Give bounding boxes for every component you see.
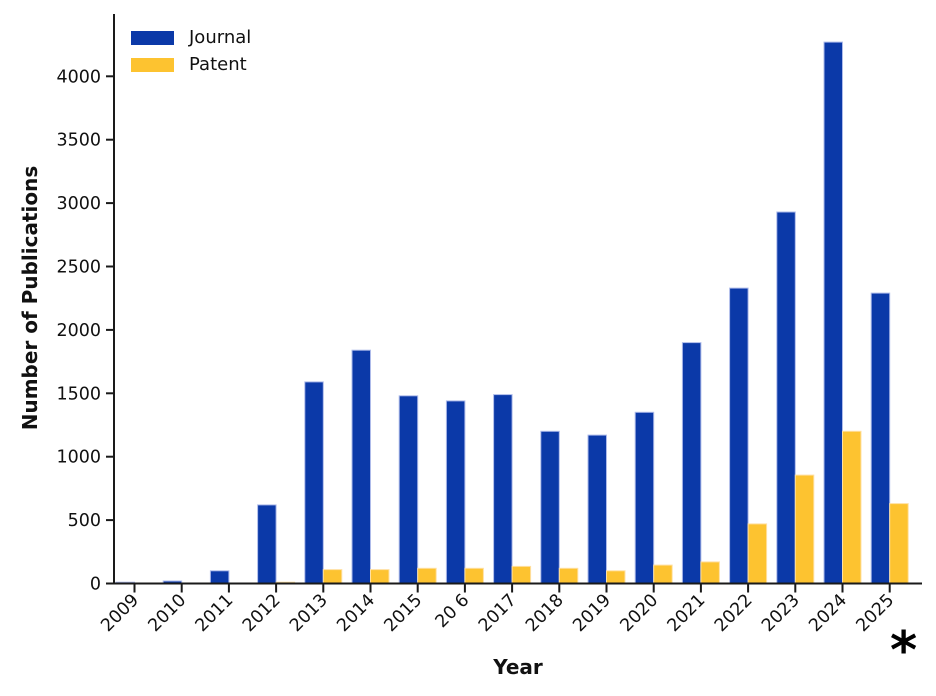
y-tick-label: 4000 [56,67,101,87]
bar-journal-2018 [540,430,560,584]
y-tick-label: 0 [90,575,101,595]
y-tick-label: 1000 [56,448,101,468]
legend-label-patent: Patent [189,54,247,75]
bar-patent-2021 [700,561,720,585]
x-tick-label: 2010 [145,590,191,636]
x-tick-label: 2023 [758,590,804,636]
legend-entry-patent: Patent [131,54,251,75]
bar-patent-2015 [417,567,437,584]
x-tick-label: 2014 [333,590,379,636]
bar-journal-2024 [823,41,843,585]
x-tick-label: 2022 [711,590,757,636]
bar-patent-2019 [606,570,626,584]
y-tick-label: 2500 [56,258,101,278]
x-tick-label: 2020 [617,590,663,636]
x-tick-label: 2011 [192,590,238,636]
bar-patent-2022 [747,523,768,585]
y-tick-label: 2000 [56,321,101,341]
bar-patent-2018 [558,567,579,584]
x-tick-label: 2013 [286,590,332,636]
x-tick-label: 20 6 [432,590,474,632]
legend: Journal Patent [131,27,252,75]
x-axis-label: Year [493,655,543,679]
bar-journal-2015 [398,395,419,584]
bar-patent-2023 [794,474,815,585]
x-tick-label: 2017 [475,590,521,636]
bar-patent-2014 [370,569,390,584]
bar-journal-2013 [304,381,324,584]
x-tick-label: 2015 [381,590,427,636]
legend-swatch-journal-icon [131,31,174,45]
bar-patent-2017 [511,565,532,585]
bar-journal-2021 [681,342,702,584]
legend-entry-journal: Journal [131,27,252,48]
x-tick-label: 2012 [239,590,285,636]
legend-label-journal: Journal [189,27,252,48]
bar-journal-2020 [634,411,655,584]
asterisk-annotation: * [890,621,917,681]
bar-journal-2025 [870,292,891,584]
bar-patent-2024 [842,430,862,584]
bar-patent-2020 [653,564,673,584]
bar-patent-2025 [889,503,909,585]
bar-journal-2016 [445,400,466,584]
y-tick-label: 1500 [56,384,101,404]
bar-journal-2022 [729,287,749,584]
bar-journal-2023 [776,211,796,584]
x-tick-label: 2024 [805,590,851,636]
x-tick-label: 2009 [97,590,143,636]
y-tick-label: 3000 [56,194,101,214]
bar-journal-2012 [257,504,277,584]
bar-journal-2011 [209,570,230,584]
legend-swatch-patent-icon [131,58,174,72]
x-tick-label: 2019 [569,590,615,636]
bar-patent-2016 [464,567,484,584]
bar-patent-2013 [322,569,343,584]
y-tick-label: 500 [68,511,101,531]
bar-journal-2019 [587,434,607,584]
x-tick-label: 2021 [664,590,710,636]
bar-journal-2017 [493,394,513,584]
y-axis-label: Number of Publications [18,165,42,431]
y-tick-label: 3500 [56,131,101,151]
bar-journal-2014 [351,349,371,585]
x-tick-label: 2018 [522,590,568,636]
